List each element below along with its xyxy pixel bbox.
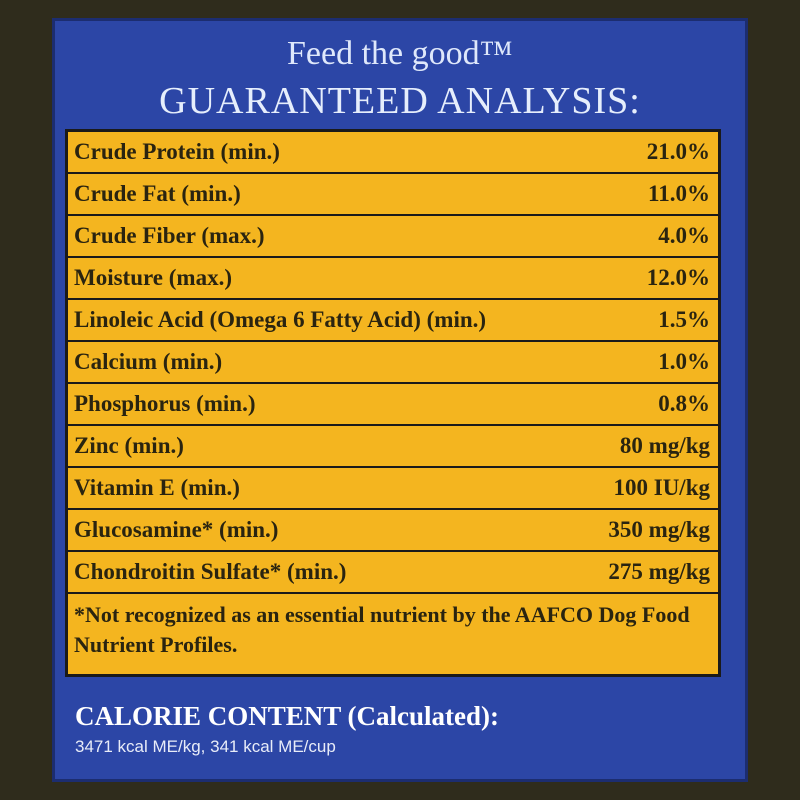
nutrient-name: Zinc (min.) bbox=[74, 433, 184, 458]
table-row: Crude Fat (min.) 11.0% bbox=[68, 174, 718, 216]
nutrient-value: 350 mg/kg bbox=[608, 517, 710, 542]
analysis-table: Crude Protein (min.) 21.0% Crude Fat (min.… bbox=[65, 129, 721, 677]
nutrient-name: Phosphorus (min.) bbox=[74, 391, 256, 416]
nutrient-name: Glucosamine* (min.) bbox=[74, 517, 279, 542]
nutrient-value: 12.0% bbox=[646, 265, 710, 290]
table-row: Crude Protein (min.) 21.0% bbox=[68, 132, 718, 174]
footnote: *Not recognized as an essential nutrient… bbox=[74, 602, 690, 657]
tagline: Feed the good™ bbox=[287, 35, 513, 72]
nutrient-name: Crude Fiber (max.) bbox=[74, 223, 265, 248]
table-row: Calcium (min.) 1.0% bbox=[68, 342, 718, 384]
table-row: Vitamin E (min.) 100 IU/kg bbox=[68, 468, 718, 510]
table-row: Glucosamine* (min.) 350 mg/kg bbox=[68, 510, 718, 552]
calorie-text: 3471 kcal ME/kg, 341 kcal ME/cup bbox=[75, 737, 336, 756]
rows: Crude Protein (min.) 21.0% Crude Fat (min.… bbox=[68, 132, 718, 594]
nutrient-value: 0.8% bbox=[658, 391, 710, 416]
label-panel: Feed the good™ GUARANTEED ANALYSIS: Crud… bbox=[52, 18, 748, 782]
nutrient-name: Crude Fat (min.) bbox=[74, 181, 241, 206]
nutrient-value: 80 mg/kg bbox=[619, 433, 710, 458]
table-row: Moisture (max.) 12.0% bbox=[68, 258, 718, 300]
nutrient-value: 275 mg/kg bbox=[608, 559, 710, 584]
table-row: Crude Fiber (max.) 4.0% bbox=[68, 216, 718, 258]
nutrient-name: Moisture (max.) bbox=[74, 265, 232, 290]
nutrient-name: Linoleic Acid (Omega 6 Fatty Acid) (min.… bbox=[74, 307, 487, 332]
nutrient-name: Chondroitin Sulfate* (min.) bbox=[74, 559, 347, 584]
nutrient-value: 21.0% bbox=[646, 139, 710, 164]
nutrient-name: Vitamin E (min.) bbox=[74, 475, 240, 500]
nutrient-name: Calcium (min.) bbox=[74, 349, 223, 374]
title: GUARANTEED ANALYSIS: bbox=[159, 80, 641, 122]
nutrient-value: 4.0% bbox=[658, 223, 710, 248]
table-row: Phosphorus (min.) 0.8% bbox=[68, 384, 718, 426]
nutrient-value: 100 IU/kg bbox=[613, 475, 711, 500]
calorie-title: CALORIE CONTENT (Calculated): bbox=[75, 701, 500, 731]
table-row: Zinc (min.) 80 mg/kg bbox=[68, 426, 718, 468]
table-row: Chondroitin Sulfate* (min.) 275 mg/kg bbox=[68, 552, 718, 594]
nutrient-name: Crude Protein (min.) bbox=[74, 139, 280, 164]
nutrient-value: 1.0% bbox=[658, 349, 710, 374]
nutrient-value: 11.0% bbox=[648, 181, 710, 206]
nutrient-value: 1.5% bbox=[658, 307, 710, 332]
table-row: Linoleic Acid (Omega 6 Fatty Acid) (min.… bbox=[68, 300, 718, 342]
